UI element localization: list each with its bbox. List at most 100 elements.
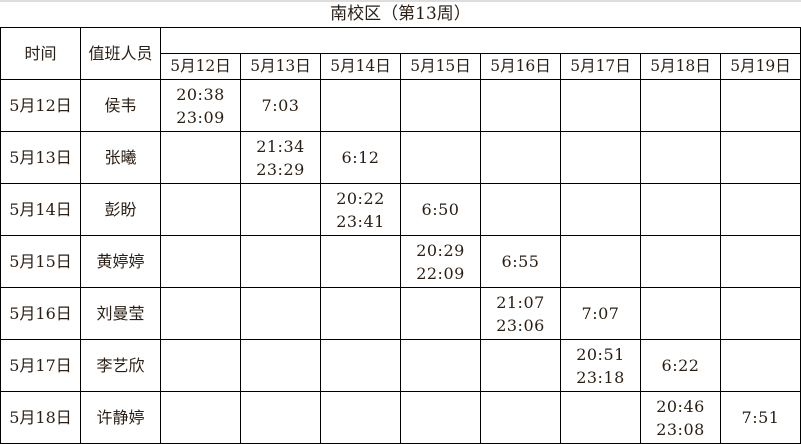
time-cell[interactable] — [320, 287, 401, 340]
time-cell[interactable]: 7:03 — [240, 79, 321, 132]
time-cell[interactable] — [240, 391, 321, 444]
time-value: 6:55 — [501, 252, 540, 271]
header-time[interactable]: 时间 — [0, 27, 81, 80]
date-header[interactable]: 5月16日 — [480, 53, 561, 80]
time-cell[interactable] — [480, 79, 561, 132]
time-value: 6:12 — [341, 148, 380, 167]
table-row: 5月17日 李艺欣 20:51 23:18 6:22 — [0, 339, 801, 392]
row-date[interactable]: 5月12日 — [0, 79, 81, 132]
time-value: 23:08 — [656, 419, 705, 439]
header-blank[interactable] — [160, 27, 801, 54]
row-staff-name[interactable]: 张曦 — [80, 131, 161, 184]
table-row: 5月14日 彭盼 20:22 23:41 6:50 — [0, 183, 801, 236]
row-date[interactable]: 5月16日 — [0, 287, 81, 340]
date-header[interactable]: 5月17日 — [560, 53, 641, 80]
time-cell[interactable] — [160, 287, 241, 340]
time-cell[interactable] — [320, 391, 401, 444]
time-cell[interactable] — [720, 235, 801, 288]
time-cell[interactable] — [560, 235, 641, 288]
time-cell[interactable] — [640, 79, 721, 132]
row-date[interactable]: 5月15日 — [0, 235, 81, 288]
time-cell[interactable]: 6:22 — [640, 339, 721, 392]
row-staff-name[interactable]: 许静婷 — [80, 391, 161, 444]
time-cell[interactable] — [160, 235, 241, 288]
time-cell[interactable] — [640, 183, 721, 236]
time-cell[interactable] — [240, 183, 321, 236]
time-cell[interactable]: 7:51 — [720, 391, 801, 444]
header-staff[interactable]: 值班人员 — [80, 27, 161, 80]
time-value: 23:09 — [176, 107, 225, 127]
row-date[interactable]: 5月17日 — [0, 339, 81, 392]
date-header[interactable]: 5月12日 — [160, 53, 241, 80]
row-staff-name[interactable]: 黄婷婷 — [80, 235, 161, 288]
time-value: 23:06 — [496, 315, 545, 335]
time-cell[interactable] — [640, 131, 721, 184]
time-cell[interactable] — [720, 131, 801, 184]
time-cell[interactable] — [640, 287, 721, 340]
time-cell[interactable] — [560, 79, 641, 132]
time-cell[interactable] — [720, 79, 801, 132]
time-value: 22:09 — [416, 263, 465, 283]
table-row: 5月12日 侯韦 20:38 23:09 7:03 — [0, 79, 801, 132]
time-value: 7:51 — [741, 408, 780, 427]
row-staff-name[interactable]: 彭盼 — [80, 183, 161, 236]
table-title[interactable]: 南校区（第13周） — [0, 2, 801, 28]
time-cell[interactable]: 20:38 23:09 — [160, 79, 241, 132]
time-cell[interactable] — [400, 287, 481, 340]
time-cell[interactable]: 6:50 — [400, 183, 481, 236]
time-cell[interactable]: 6:12 — [320, 131, 401, 184]
time-cell[interactable]: 20:22 23:41 — [320, 183, 401, 236]
time-cell[interactable] — [480, 339, 561, 392]
time-cell[interactable] — [160, 339, 241, 392]
time-value: 21:34 — [256, 136, 305, 156]
time-cell[interactable]: 20:29 22:09 — [400, 235, 481, 288]
time-cell[interactable]: 6:55 — [480, 235, 561, 288]
time-value: 23:29 — [256, 159, 305, 179]
table-row: 5月18日 许静婷 20:46 23:08 7:51 — [0, 391, 801, 444]
time-cell[interactable]: 21:07 23:06 — [480, 287, 561, 340]
time-cell[interactable] — [480, 391, 561, 444]
time-cell[interactable]: 20:46 23:08 — [640, 391, 721, 444]
time-cell[interactable] — [240, 287, 321, 340]
time-cell[interactable]: 21:34 23:29 — [240, 131, 321, 184]
date-header[interactable]: 5月14日 — [320, 53, 401, 80]
row-staff-name[interactable]: 李艺欣 — [80, 339, 161, 392]
time-cell[interactable] — [400, 79, 481, 132]
time-cell[interactable] — [560, 183, 641, 236]
row-date[interactable]: 5月18日 — [0, 391, 81, 444]
time-cell[interactable] — [400, 339, 481, 392]
time-cell[interactable] — [560, 391, 641, 444]
table-row: 5月13日 张曦 21:34 23:29 6:12 — [0, 131, 801, 184]
time-cell[interactable] — [640, 235, 721, 288]
time-cell[interactable] — [560, 131, 641, 184]
date-header[interactable]: 5月15日 — [400, 53, 481, 80]
row-date[interactable]: 5月13日 — [0, 131, 81, 184]
time-cell[interactable] — [320, 79, 401, 132]
time-cell[interactable] — [240, 339, 321, 392]
time-cell[interactable] — [160, 391, 241, 444]
time-cell[interactable] — [160, 131, 241, 184]
row-date[interactable]: 5月14日 — [0, 183, 81, 236]
time-cell[interactable] — [720, 339, 801, 392]
time-cell[interactable]: 20:51 23:18 — [560, 339, 641, 392]
time-cell[interactable] — [160, 183, 241, 236]
time-cell[interactable] — [720, 287, 801, 340]
time-value: 6:50 — [421, 200, 460, 219]
time-cell[interactable] — [400, 391, 481, 444]
time-cell[interactable] — [320, 339, 401, 392]
date-header[interactable]: 5月19日 — [720, 53, 801, 80]
time-cell[interactable] — [480, 131, 561, 184]
time-cell[interactable]: 7:07 — [560, 287, 641, 340]
time-cell[interactable] — [480, 183, 561, 236]
time-cell[interactable] — [240, 235, 321, 288]
row-staff-name[interactable]: 刘曼莹 — [80, 287, 161, 340]
time-value: 20:46 — [656, 396, 705, 416]
row-staff-name[interactable]: 侯韦 — [80, 79, 161, 132]
time-cell[interactable] — [320, 235, 401, 288]
time-cell[interactable] — [720, 183, 801, 236]
date-header[interactable]: 5月18日 — [640, 53, 721, 80]
date-header[interactable]: 5月13日 — [240, 53, 321, 80]
time-cell[interactable] — [400, 131, 481, 184]
